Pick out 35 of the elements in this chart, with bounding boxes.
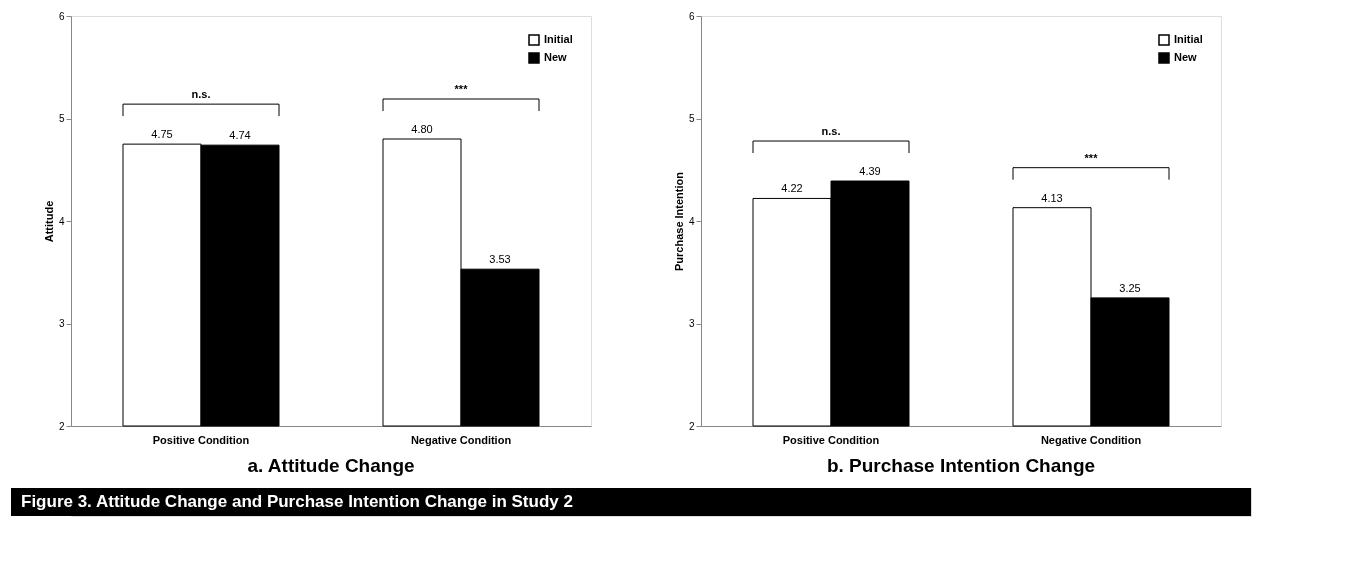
y-tick-label: 2 (58, 420, 65, 432)
data-label: 4.22 (781, 182, 803, 195)
x-tick-label: Positive Condition (782, 433, 880, 446)
x-tick-label: Positive Condition (152, 433, 250, 446)
annotation: *** (454, 83, 469, 95)
legend-label: Initial (544, 33, 573, 45)
annotation: *** (1084, 151, 1099, 164)
y-tick-label: 5 (688, 113, 695, 124)
x-tick-label: Negative Condition (1040, 433, 1142, 446)
text: a. Attitude Change (247, 455, 415, 476)
data-label: 3.53 (489, 253, 511, 266)
data-label: 4.80 (411, 123, 433, 135)
data-label: 3.25 (1119, 281, 1141, 294)
y-tick-label: 3 (688, 318, 695, 329)
annotation: n.s. (821, 125, 841, 138)
y-tick-label: 3 (58, 318, 65, 329)
x-tick-label: Negative Condition (410, 433, 512, 446)
y-tick-label: 4 (58, 215, 65, 227)
annotation: n.s. (191, 88, 211, 101)
data-label: 4.74 (229, 129, 251, 142)
legend-label: New (1174, 51, 1198, 63)
data-label: 4.13 (1041, 191, 1063, 204)
y-tick-label: 2 (688, 420, 695, 432)
y-axis-title: Attitude (42, 200, 55, 243)
data-label: 4.39 (859, 165, 881, 178)
y-axis-title: Purchase Intention (672, 171, 685, 272)
legend-label: New (544, 51, 568, 63)
text: b. Purchase Intention Change (826, 455, 1096, 476)
y-tick-label: 5 (58, 113, 65, 124)
y-tick-label: 6 (58, 10, 65, 22)
y-tick-label: 6 (688, 10, 695, 22)
y-tick-label: 4 (688, 215, 695, 227)
legend-label: Initial (1174, 33, 1203, 45)
data-label: 4.75 (151, 128, 173, 141)
caption: Figure 3. Attitude Change and Purchase Intention Change in Study 2 (21, 492, 573, 511)
